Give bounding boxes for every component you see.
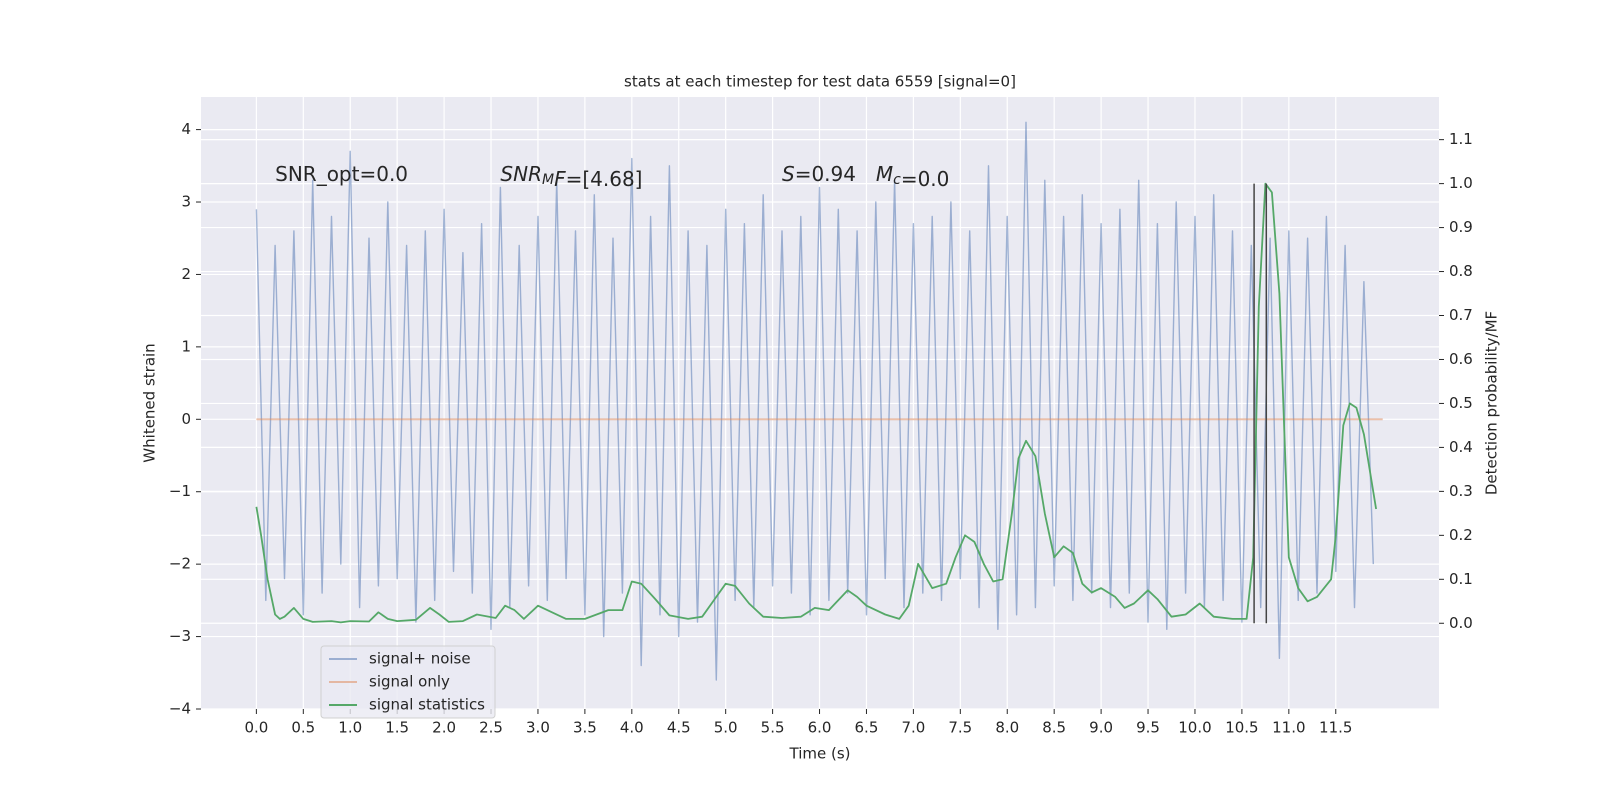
y2-tick-label: 0.3 — [1449, 482, 1473, 500]
legend-box — [320, 645, 496, 719]
x-tick-label: 8.5 — [1042, 719, 1066, 737]
annotation-part: M — [876, 162, 893, 186]
annotation-part: =0.94 — [795, 162, 856, 186]
legend: signal+ noise signal only signal statistic… — [320, 645, 496, 719]
y2-tick-label: 1.0 — [1449, 174, 1473, 192]
y-tick-label: −4 — [169, 700, 191, 718]
legend-label: signal statistics — [369, 696, 485, 714]
y-tick-label: −1 — [169, 482, 191, 500]
annotation: SNR_opt=0.0 — [275, 162, 408, 186]
y-tick-label: 0 — [181, 410, 191, 428]
x-tick-label: 11.5 — [1319, 719, 1352, 737]
y2-tick-label: 0.4 — [1449, 438, 1473, 456]
x-tick-label: 1.0 — [338, 719, 362, 737]
annotation-part: M — [542, 172, 554, 188]
x-tick-label: 7.5 — [948, 719, 972, 737]
x-tick-label: 2.5 — [479, 719, 503, 737]
x-tick-label: 3.0 — [526, 719, 550, 737]
x-tick-label: 2.0 — [432, 719, 456, 737]
y2-tick-label: 0.2 — [1449, 526, 1473, 544]
series-line — [255, 121, 1374, 681]
annotation-part: c — [893, 172, 901, 188]
x-tick-label: 0.5 — [291, 719, 315, 737]
y2-tick-label: 0.6 — [1449, 350, 1473, 368]
y2-tick-label: 0.1 — [1449, 570, 1473, 588]
y-axis-label: Whitened strain — [141, 343, 159, 462]
x-tick-label: 10.0 — [1178, 719, 1211, 737]
annotation-part: S — [782, 162, 795, 186]
annotation-part: =[4.68] — [566, 167, 643, 191]
x-tick-label: 7.0 — [901, 719, 925, 737]
x-tick-label: 1.5 — [385, 719, 409, 737]
x-tick-label: 10.5 — [1225, 719, 1258, 737]
x-tick-label: 9.5 — [1136, 719, 1160, 737]
y-tick-label: 3 — [181, 193, 191, 211]
x-tick-label: 11.0 — [1272, 719, 1305, 737]
legend-label: signal only — [369, 673, 450, 691]
x-tick-label: 6.5 — [855, 719, 879, 737]
y2-tick-label: 0.9 — [1449, 218, 1473, 236]
y2-tick-label: 0.8 — [1449, 262, 1473, 280]
chart-title: stats at each timestep for test data 655… — [624, 73, 1016, 91]
x-tick-label: 4.5 — [667, 719, 691, 737]
y2-tick-label: 0.5 — [1449, 394, 1473, 412]
y-tick-label: 4 — [181, 120, 191, 138]
annotation-part: =0.0 — [901, 167, 950, 191]
x-tick-label: 5.5 — [761, 719, 785, 737]
y2-tick-label: 0.7 — [1449, 306, 1473, 324]
y-tick-label: 1 — [181, 337, 191, 355]
x-tick-label: 9.0 — [1089, 719, 1113, 737]
y2-tick-label: 1.1 — [1449, 130, 1473, 148]
x-tick-label: 3.5 — [573, 719, 597, 737]
annotation-part: F — [554, 167, 566, 191]
series-line — [255, 182, 1377, 624]
y-tick-label: −3 — [169, 627, 191, 645]
x-tick-label: 0.0 — [244, 719, 268, 737]
y2-tick-label: 0.0 — [1449, 614, 1473, 632]
x-tick-label: 4.0 — [620, 719, 644, 737]
y-tick-label: 2 — [181, 265, 191, 283]
annotation: S=0.94 — [782, 162, 856, 186]
annotation-part: SNR_opt=0.0 — [275, 162, 408, 186]
annotation: Mc=0.0 — [876, 162, 950, 191]
x-tick-label: 5.0 — [714, 719, 738, 737]
x-axis-label: Time (s) — [789, 745, 851, 763]
x-tick-label: 8.0 — [995, 719, 1019, 737]
y2-axis-label: Detection probability/MF — [1483, 311, 1501, 495]
y-tick-label: −2 — [169, 555, 191, 573]
x-tick-label: 6.0 — [808, 719, 832, 737]
annotation-part: SNR — [500, 162, 542, 186]
legend-label: signal+ noise — [369, 650, 471, 668]
annotation: SNRMF=[4.68] — [500, 162, 642, 191]
